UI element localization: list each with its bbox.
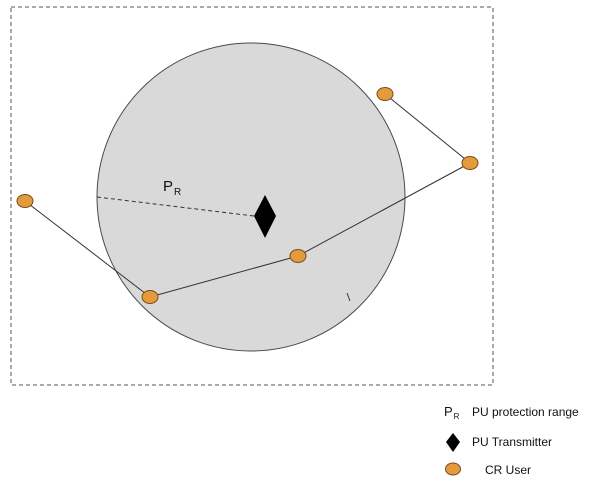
legend-ellipse-icon (445, 462, 461, 476)
pu-transmitter-diamond-icon (254, 195, 276, 238)
legend-diamond-icon (446, 433, 460, 452)
legend-protection-symbol: PR (444, 404, 460, 421)
cr-users (16, 87, 479, 304)
radius-label: PR (163, 178, 181, 198)
cr-user-ellipse-icon (16, 194, 34, 208)
cr-user-ellipse-icon (461, 156, 479, 170)
cr-link (384, 93, 471, 164)
cr-link (24, 200, 151, 298)
cr-link (149, 255, 299, 298)
legend: PR PU protection range PU Transmitter CR… (444, 404, 579, 477)
area-boundary (10, 6, 494, 386)
legend-cr-user-label: CR User (485, 463, 531, 477)
legend-protection-label: PU protection range (472, 405, 579, 419)
tick-mark (346, 292, 351, 302)
pu-protection-range-circle (96, 42, 406, 352)
cr-user-ellipse-icon (141, 290, 159, 304)
cr-user-ellipse-icon (289, 249, 307, 263)
cr-user-ellipse-icon (376, 87, 394, 101)
cr-links (24, 93, 471, 298)
legend-transmitter-label: PU Transmitter (472, 435, 552, 449)
cr-link (297, 162, 471, 257)
